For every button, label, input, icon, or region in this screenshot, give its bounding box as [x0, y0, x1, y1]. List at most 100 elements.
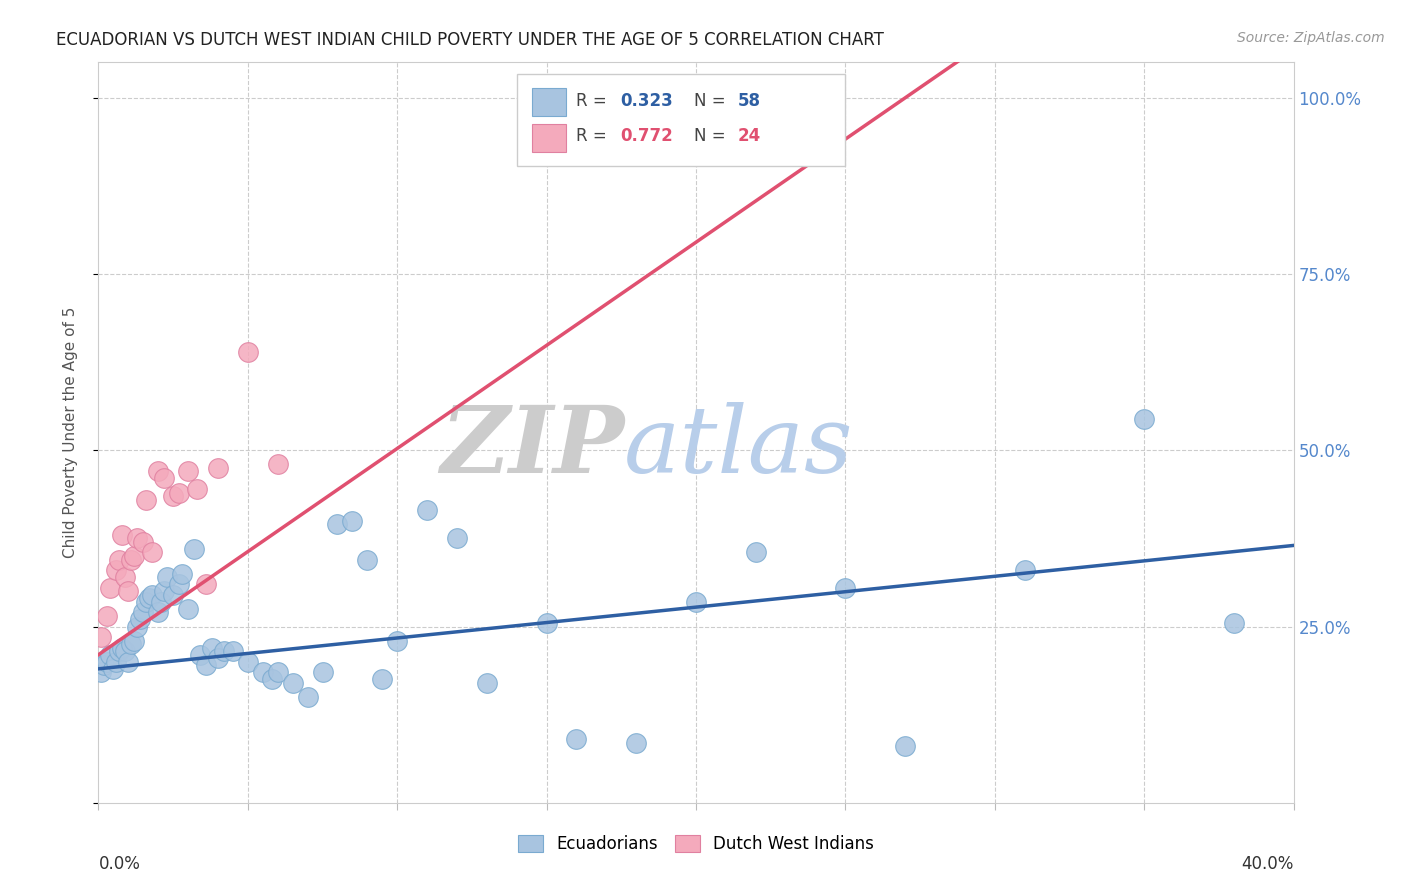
- Point: [153, 471, 176, 485]
- Point: [150, 595, 173, 609]
- Point: [195, 658, 218, 673]
- Point: [153, 584, 176, 599]
- Point: [183, 541, 205, 556]
- Point: [96, 655, 118, 669]
- Point: [188, 648, 211, 662]
- FancyBboxPatch shape: [533, 88, 565, 117]
- Point: [114, 570, 136, 584]
- Text: 24: 24: [738, 128, 761, 145]
- Point: [236, 655, 259, 669]
- Point: [201, 640, 224, 655]
- Point: [297, 690, 319, 704]
- Point: [105, 655, 128, 669]
- Point: [475, 676, 498, 690]
- Point: [745, 545, 768, 559]
- Point: [135, 595, 157, 609]
- Point: [148, 464, 170, 478]
- Point: [132, 535, 155, 549]
- Point: [156, 570, 179, 584]
- Point: [117, 655, 139, 669]
- Point: [195, 577, 218, 591]
- Point: [167, 577, 190, 591]
- Point: [98, 648, 122, 662]
- Point: [177, 464, 200, 478]
- Text: 58: 58: [738, 92, 761, 110]
- Point: [260, 673, 283, 687]
- Point: [894, 739, 917, 754]
- Text: R =: R =: [576, 128, 613, 145]
- Point: [162, 489, 184, 503]
- Point: [148, 606, 170, 620]
- Point: [1014, 563, 1036, 577]
- Point: [132, 606, 155, 620]
- Point: [222, 644, 245, 658]
- Point: [186, 482, 208, 496]
- Point: [626, 736, 648, 750]
- Point: [93, 658, 115, 673]
- Point: [90, 630, 112, 644]
- Legend: Ecuadorians, Dutch West Indians: Ecuadorians, Dutch West Indians: [510, 826, 882, 861]
- Point: [108, 644, 131, 658]
- Point: [127, 619, 149, 633]
- Point: [117, 584, 139, 599]
- Text: 0.0%: 0.0%: [98, 855, 141, 872]
- Point: [111, 528, 134, 542]
- Point: [311, 665, 333, 680]
- Point: [124, 633, 146, 648]
- Text: 40.0%: 40.0%: [1241, 855, 1294, 872]
- Point: [834, 581, 856, 595]
- Point: [111, 640, 134, 655]
- Point: [236, 344, 259, 359]
- Point: [281, 676, 304, 690]
- Point: [252, 665, 274, 680]
- Point: [267, 665, 290, 680]
- Point: [108, 552, 131, 566]
- Point: [127, 532, 149, 546]
- Point: [138, 591, 160, 606]
- Point: [105, 563, 128, 577]
- Point: [90, 665, 112, 680]
- Point: [141, 545, 163, 559]
- Text: ZIP: ZIP: [440, 402, 624, 492]
- Point: [565, 732, 588, 747]
- Point: [162, 588, 184, 602]
- Point: [98, 581, 122, 595]
- Point: [342, 514, 364, 528]
- Point: [1223, 615, 1246, 630]
- Text: R =: R =: [576, 92, 613, 110]
- Y-axis label: Child Poverty Under the Age of 5: Child Poverty Under the Age of 5: [63, 307, 77, 558]
- Point: [120, 552, 142, 566]
- Point: [96, 609, 118, 624]
- Point: [120, 637, 142, 651]
- Text: N =: N =: [693, 128, 731, 145]
- Text: 0.323: 0.323: [620, 92, 673, 110]
- Point: [356, 552, 378, 566]
- Point: [135, 492, 157, 507]
- Point: [371, 673, 394, 687]
- Point: [446, 532, 468, 546]
- Point: [124, 549, 146, 563]
- Point: [129, 612, 152, 626]
- Point: [103, 662, 125, 676]
- Point: [385, 633, 409, 648]
- Point: [536, 615, 558, 630]
- Point: [167, 485, 190, 500]
- Point: [416, 503, 439, 517]
- Text: ECUADORIAN VS DUTCH WEST INDIAN CHILD POVERTY UNDER THE AGE OF 5 CORRELATION CHA: ECUADORIAN VS DUTCH WEST INDIAN CHILD PO…: [56, 31, 884, 49]
- Text: N =: N =: [693, 92, 731, 110]
- Point: [212, 644, 235, 658]
- Point: [114, 644, 136, 658]
- Point: [1133, 411, 1156, 425]
- Point: [141, 588, 163, 602]
- Point: [207, 651, 229, 665]
- Point: [267, 458, 290, 472]
- Point: [177, 602, 200, 616]
- Point: [326, 517, 349, 532]
- Point: [685, 595, 707, 609]
- FancyBboxPatch shape: [517, 73, 845, 166]
- Text: atlas: atlas: [624, 402, 853, 492]
- Point: [172, 566, 194, 581]
- Point: [207, 461, 229, 475]
- Text: 0.772: 0.772: [620, 128, 673, 145]
- FancyBboxPatch shape: [533, 124, 565, 152]
